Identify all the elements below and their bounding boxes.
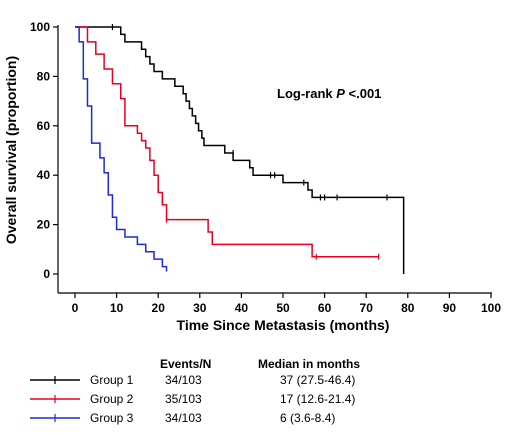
survival-curves <box>75 24 405 274</box>
series-1 <box>75 24 405 274</box>
legend-median: 17 (12.6-21.4) <box>280 392 355 406</box>
x-tick-label: 100 <box>481 301 501 315</box>
survival-curve-1 <box>75 26 405 274</box>
log-rank-p: P <box>336 86 345 101</box>
x-tick-label: 60 <box>318 301 332 315</box>
survival-curve-3 <box>75 26 168 272</box>
legend-events: 34/103 <box>165 411 202 425</box>
y-axis-title: Overall survival (proportion) <box>3 56 19 244</box>
legend-events: 35/103 <box>165 392 202 406</box>
median-column-header: Median in months <box>258 357 360 371</box>
x-tick-label: 40 <box>235 301 249 315</box>
events-column-header: Events/N <box>160 357 211 371</box>
y-tick-label: 80 <box>37 69 51 83</box>
x-tick-label: 70 <box>360 301 374 315</box>
legend-row-1: Group 1 34/103 37 (27.5-46.4) <box>30 373 355 387</box>
chart-axes <box>57 25 492 294</box>
legend-row-3: Group 3 34/103 6 (3.6-8.4) <box>30 411 335 425</box>
log-rank-annotation: Log-rank P <.001 <box>277 86 381 101</box>
survival-curve-2 <box>75 26 379 258</box>
y-tick-label: 100 <box>30 20 50 34</box>
legend-table: Group 1 34/103 37 (27.5-46.4) Group 2 35/103… <box>30 373 355 425</box>
log-rank-value: <.001 <box>345 86 382 101</box>
legend-group-name: Group 2 <box>90 392 134 406</box>
x-tick-label: 20 <box>152 301 166 315</box>
x-tick-label: 50 <box>276 301 290 315</box>
legend-median: 6 (3.6-8.4) <box>280 411 335 425</box>
legend-group-name: Group 1 <box>90 373 134 387</box>
chart-ticks: 0 20 40 60 80 100 0 10 20 30 40 50 60 70 80 90 100 <box>30 20 501 315</box>
x-tick-label: 90 <box>443 301 457 315</box>
legend-events: 34/103 <box>165 373 202 387</box>
y-tick-label: 20 <box>37 218 51 232</box>
x-tick-label: 0 <box>72 301 79 315</box>
series-2 <box>75 26 380 260</box>
log-rank-prefix: Log-rank <box>277 86 336 101</box>
y-tick-label: 40 <box>37 168 51 182</box>
y-tick-label: 0 <box>43 267 50 281</box>
legend-group-name: Group 3 <box>90 411 134 425</box>
legend-row-2: Group 2 35/103 17 (12.6-21.4) <box>30 392 355 406</box>
x-tick-label: 30 <box>193 301 207 315</box>
x-tick-label: 10 <box>110 301 124 315</box>
legend-median: 37 (27.5-46.4) <box>280 373 355 387</box>
y-tick-label: 60 <box>37 119 51 133</box>
series-3 <box>75 26 168 272</box>
x-axis-title: Time Since Metastasis (months) <box>177 317 390 333</box>
x-tick-label: 80 <box>401 301 415 315</box>
